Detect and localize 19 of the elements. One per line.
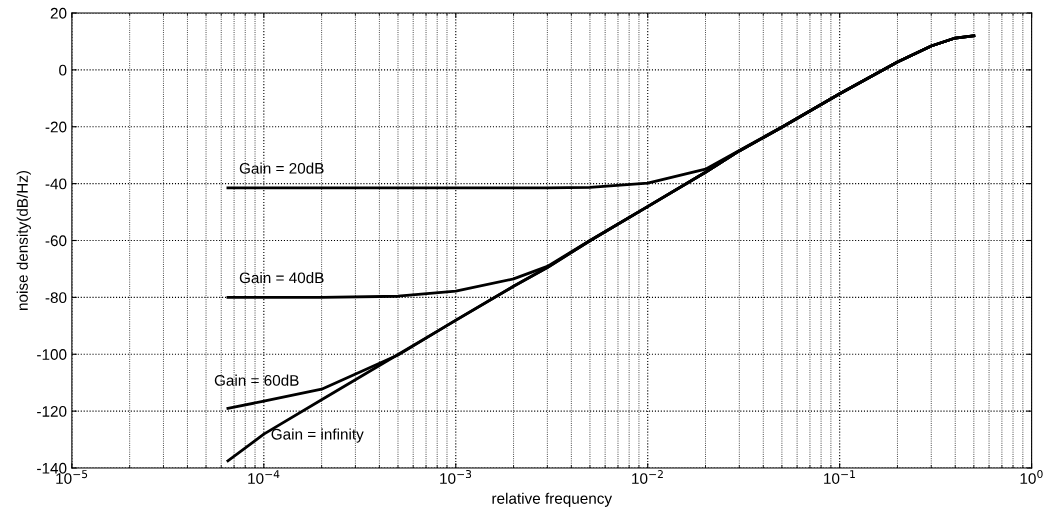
series-label: Gain = infinity [271,428,364,443]
y-tick-label: -60 [45,235,67,247]
y-tick-label: -120 [37,405,67,417]
x-tick-label: 10$^{−3}$ [440,470,472,484]
y-tick-label: -20 [45,121,67,133]
series-label: Gain = 20dB [239,162,324,174]
y-tick-label: -80 [45,292,67,304]
y-tick-label: 0 [59,64,67,76]
x-tick-label: 10$^{−2}$ [632,470,663,484]
series-label: Gain = 40dB [239,272,324,284]
x-tick-label: 10$^{−4}$ [248,470,280,484]
y-tick-label: -40 [45,178,67,190]
x-axis-title: relative frequency [492,492,613,507]
y-tick-label: -100 [37,349,67,360]
series-label: Gain = 60dB [214,374,299,386]
x-tick-label: 10$^{−1}$ [824,470,855,484]
y-tick-label: 20 [50,7,67,19]
y-axis-title: noise density(dB/Hz) [16,170,31,310]
x-tick-label: 10$^{0}$ [1020,470,1043,484]
